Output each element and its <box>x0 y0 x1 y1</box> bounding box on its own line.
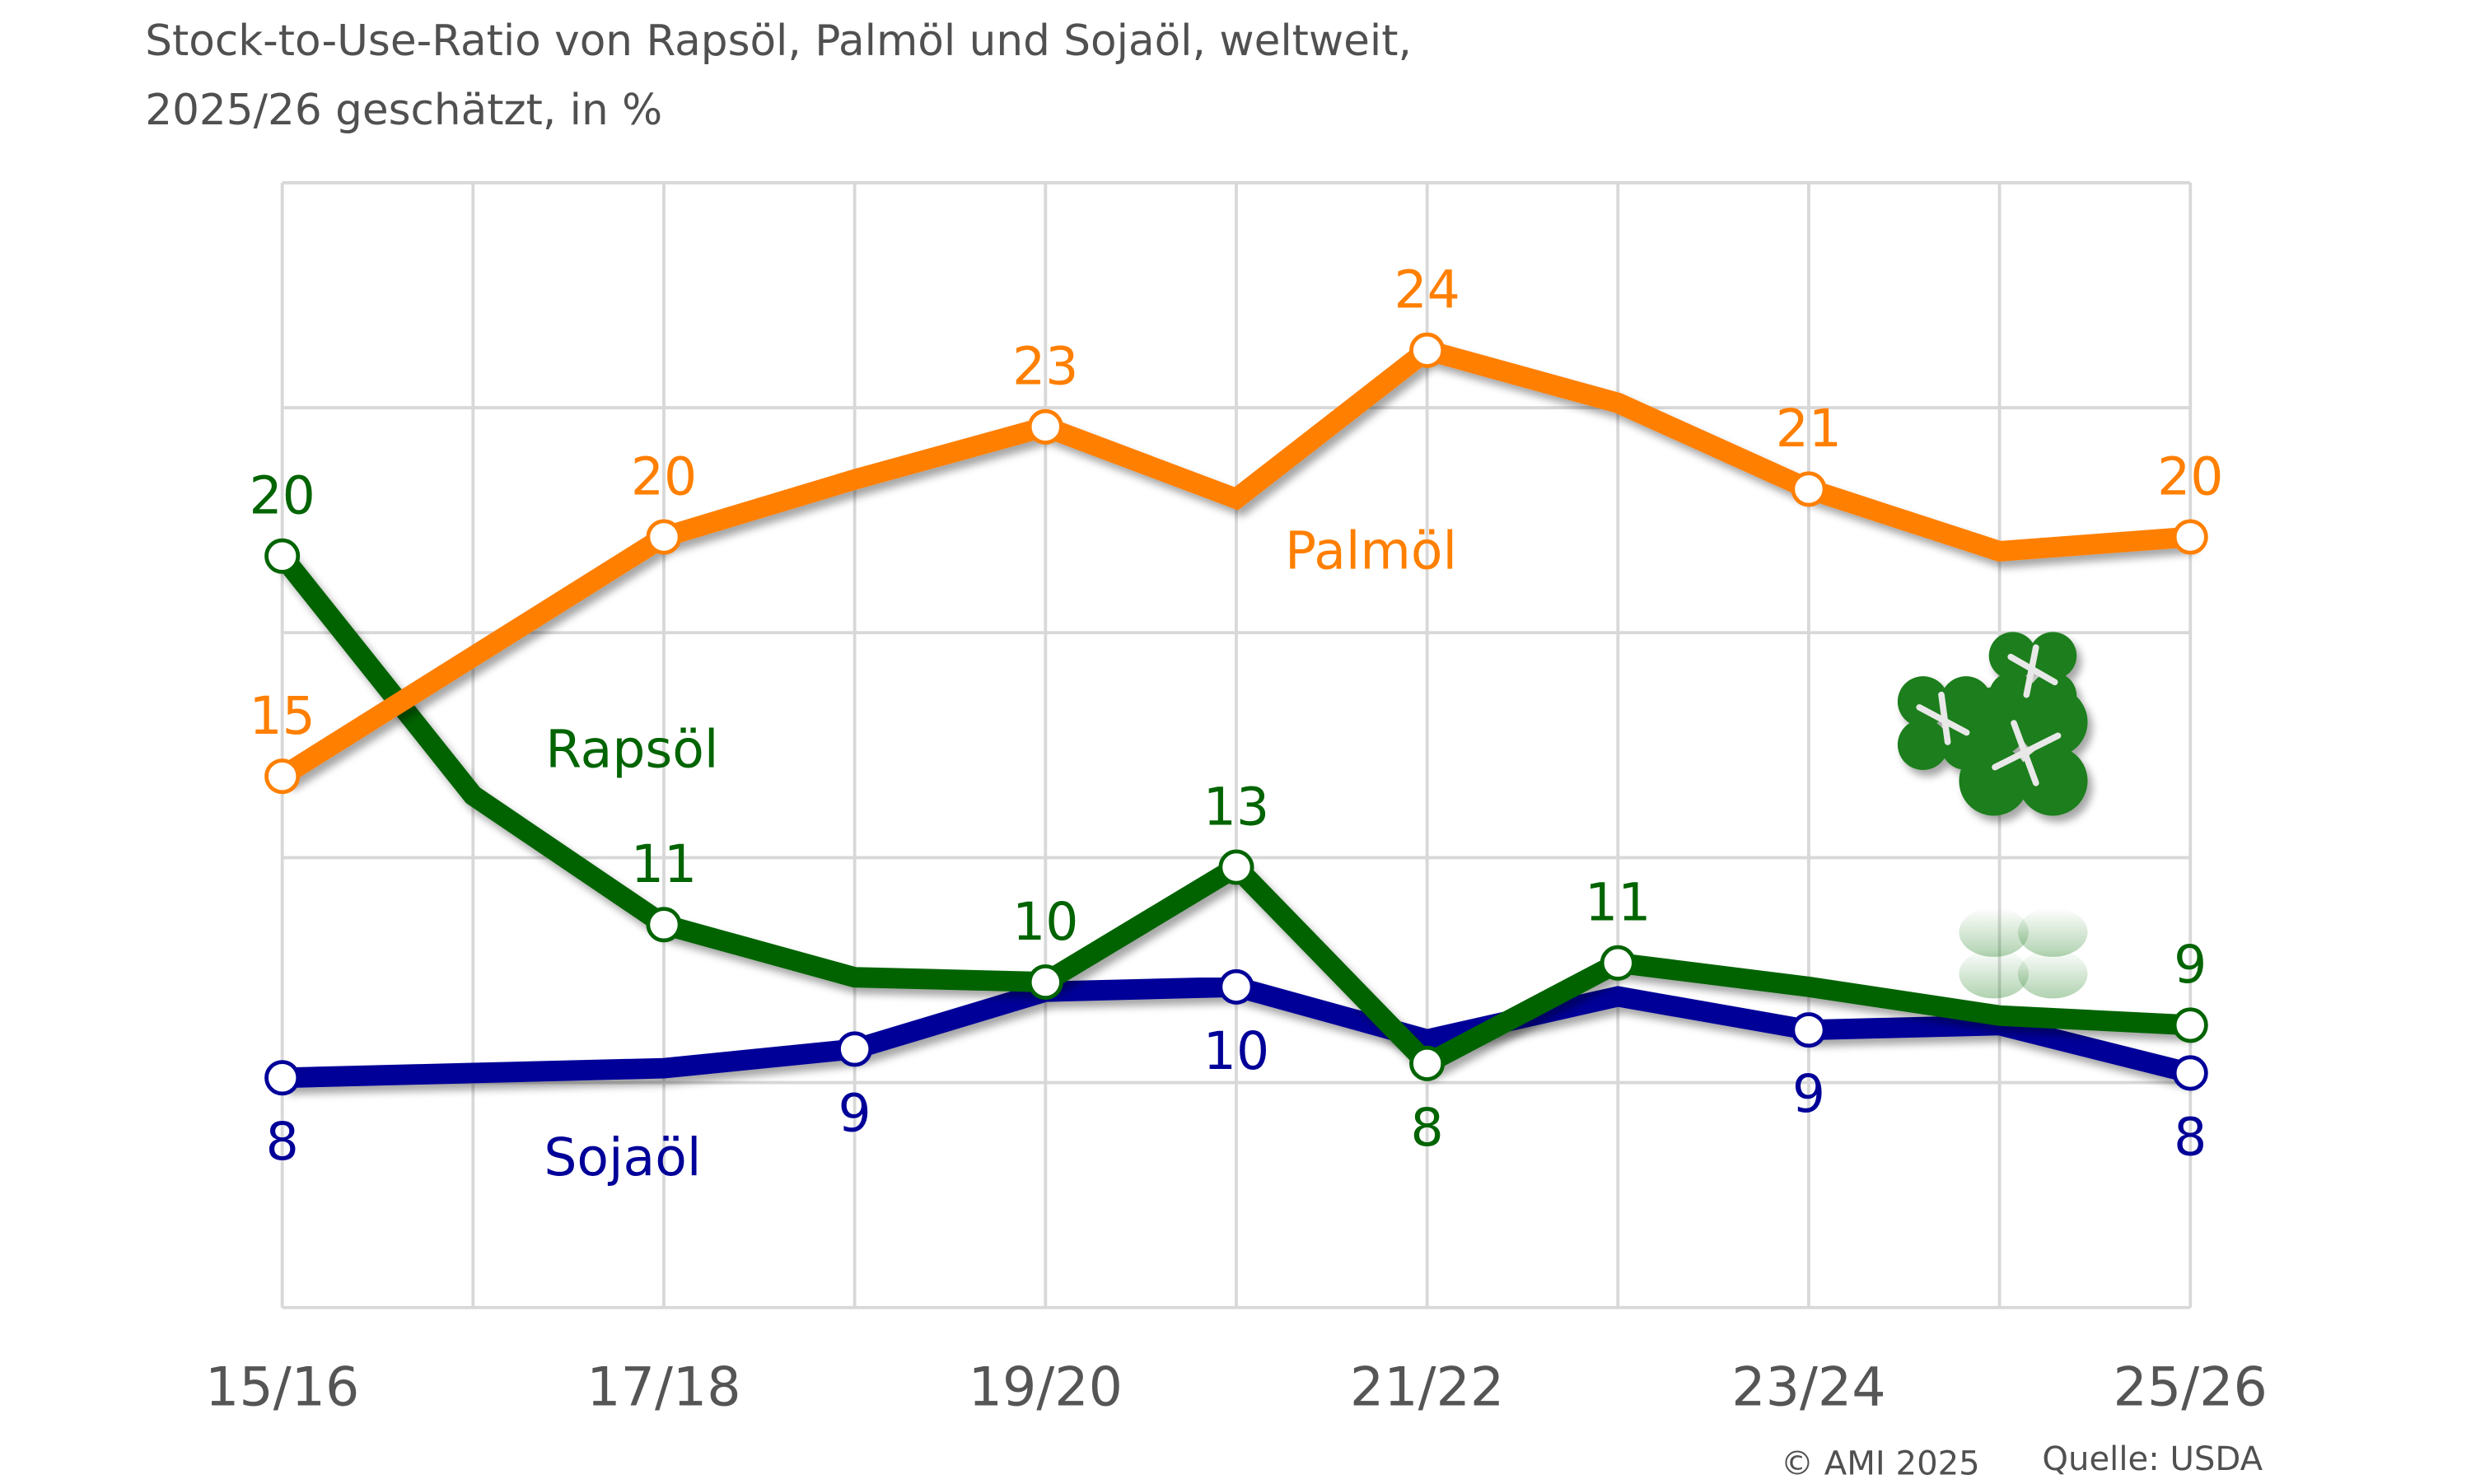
data-point-marker <box>646 907 682 943</box>
data-point-marker <box>837 1031 873 1067</box>
data-point-marker <box>646 519 682 555</box>
data-label: 9 <box>1792 1063 1825 1124</box>
data-label: 10 <box>1203 1020 1269 1081</box>
source-text: Quelle: USDA <box>2042 1440 2263 1478</box>
data-point-marker <box>264 538 301 574</box>
data-label: 11 <box>1585 872 1651 933</box>
x-tick-label: 25/26 <box>2114 1356 2268 1418</box>
copyright-text: © AMI 2025 <box>1781 1445 1980 1483</box>
data-label: 21 <box>1776 398 1842 459</box>
data-label: 20 <box>250 465 315 526</box>
series-line-palmöl <box>277 338 2192 786</box>
data-label: 20 <box>2157 446 2223 506</box>
data-label: 24 <box>1394 259 1460 320</box>
data-label: 11 <box>631 833 697 894</box>
data-label: 8 <box>1411 1097 1444 1158</box>
data-point-marker <box>2172 519 2208 555</box>
data-point-marker <box>264 758 301 795</box>
data-label: 13 <box>1203 776 1269 837</box>
data-label: 9 <box>838 1082 871 1143</box>
series-label-rapsoel: Rapsöl <box>545 719 718 780</box>
data-label: 20 <box>631 446 697 506</box>
x-tick-label: 21/22 <box>1350 1356 1504 1418</box>
x-tick-label: 17/18 <box>586 1356 740 1418</box>
x-axis-ticks: 15/16 17/18 19/20 21/22 23/24 25/26 <box>205 1356 2268 1418</box>
chart-title: Stock-to-Use-Ratio von Rapsöl, Palmöl un… <box>145 16 1412 66</box>
data-point-marker <box>1791 471 1827 507</box>
data-label: 23 <box>1012 336 1078 397</box>
data-label: 8 <box>266 1111 299 1172</box>
gridlines <box>280 180 2193 1309</box>
data-labels: 15 20 23 24 21 20 20 11 10 13 8 11 9 8 9 10 9 8 <box>250 259 2224 1173</box>
data-point-marker <box>1027 408 1063 445</box>
data-label: 10 <box>1012 891 1078 952</box>
chart-subtitle: 2025/26 geschätzt, in % <box>145 86 662 135</box>
data-label: 8 <box>2174 1106 2207 1167</box>
data-point-marker <box>2172 1055 2208 1091</box>
markers <box>264 332 2208 1096</box>
data-label: 15 <box>250 685 315 746</box>
series-label-palmoel: Palmöl <box>1285 520 1457 581</box>
x-tick-label: 23/24 <box>1731 1356 1885 1418</box>
x-tick-label: 19/20 <box>969 1356 1123 1418</box>
clover-logo-icon <box>1897 632 2088 999</box>
data-point-marker <box>1791 1012 1827 1048</box>
data-point-marker <box>2172 1007 2208 1043</box>
data-point-marker <box>1027 964 1063 1001</box>
data-point-marker <box>1218 968 1254 1005</box>
data-point-marker <box>1600 945 1636 981</box>
data-point-marker <box>264 1060 301 1096</box>
data-point-marker <box>1409 332 1446 368</box>
data-point-marker <box>1218 849 1254 885</box>
x-tick-label: 15/16 <box>205 1356 359 1418</box>
data-label: 9 <box>2174 934 2207 995</box>
series-label-sojaoel: Sojaöl <box>544 1127 701 1188</box>
data-point-marker <box>1409 1045 1446 1081</box>
